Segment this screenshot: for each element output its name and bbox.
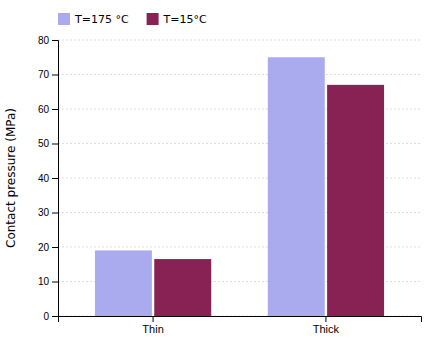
- legend-swatch: [147, 13, 159, 25]
- y-label: Contact pressure (MPa): [4, 108, 18, 248]
- legend-item: T=15°C: [147, 13, 207, 26]
- bars: [95, 57, 384, 316]
- tick-label: 30: [38, 207, 50, 218]
- tick: 70: [38, 69, 58, 80]
- tick-label: Thick: [313, 323, 340, 335]
- tick: 50: [38, 138, 58, 149]
- tick: 30: [38, 207, 58, 218]
- tick-label: 60: [38, 104, 50, 115]
- tick-mark: [52, 109, 58, 110]
- tick: 80: [38, 35, 58, 46]
- tick-mark: [52, 75, 58, 76]
- tick: Thin: [142, 316, 163, 335]
- tick-label: 10: [38, 276, 50, 287]
- bar: [268, 57, 325, 316]
- axis-line: [59, 317, 422, 323]
- legend: T=175 °C T=15°C: [58, 13, 207, 26]
- tick-mark: [52, 144, 58, 145]
- tick-mark: [52, 316, 58, 317]
- tick-mark: [52, 247, 58, 248]
- tick: 20: [38, 242, 58, 253]
- tick-mark: [325, 316, 326, 322]
- legend-item: T=175 °C: [58, 13, 129, 26]
- tick: 60: [38, 104, 58, 115]
- x-axis: Thin Thick: [59, 316, 422, 335]
- tick: 10: [38, 276, 58, 287]
- bar: [95, 250, 152, 316]
- tick: 40: [38, 173, 58, 184]
- tick-mark: [52, 213, 58, 214]
- legend-label: T=15°C: [163, 13, 207, 26]
- tick-mark: [52, 40, 58, 41]
- bar: [327, 85, 384, 316]
- chart: 0 10 20 30 40 50 60 70 80 Thin Thick Contact pressu…: [0, 0, 437, 348]
- tick-label: 80: [38, 35, 50, 46]
- tick: 0: [43, 311, 58, 322]
- tick-label: 0: [43, 311, 49, 322]
- tick-label: 50: [38, 138, 50, 149]
- legend-swatch: [58, 13, 70, 25]
- bar-series: [95, 57, 325, 316]
- bar-series: [154, 85, 384, 316]
- y-axis: 0 10 20 30 40 50 60 70 80: [38, 35, 59, 322]
- axis-line: [52, 41, 59, 317]
- tick-mark: [52, 282, 58, 283]
- tick-mark: [153, 316, 154, 322]
- tick-label: 70: [38, 69, 50, 80]
- tick-mark: [52, 178, 58, 179]
- legend-label: T=175 °C: [74, 13, 129, 26]
- tick-label: 40: [38, 173, 50, 184]
- grid: [58, 40, 421, 316]
- tick: Thick: [313, 316, 340, 335]
- plot: 0 10 20 30 40 50 60 70 80 Thin Thick: [38, 35, 422, 335]
- grid-line: [58, 40, 421, 41]
- tick-label: 20: [38, 242, 50, 253]
- grid-line: [58, 74, 421, 75]
- tick-label: Thin: [142, 323, 163, 335]
- bar: [154, 259, 211, 316]
